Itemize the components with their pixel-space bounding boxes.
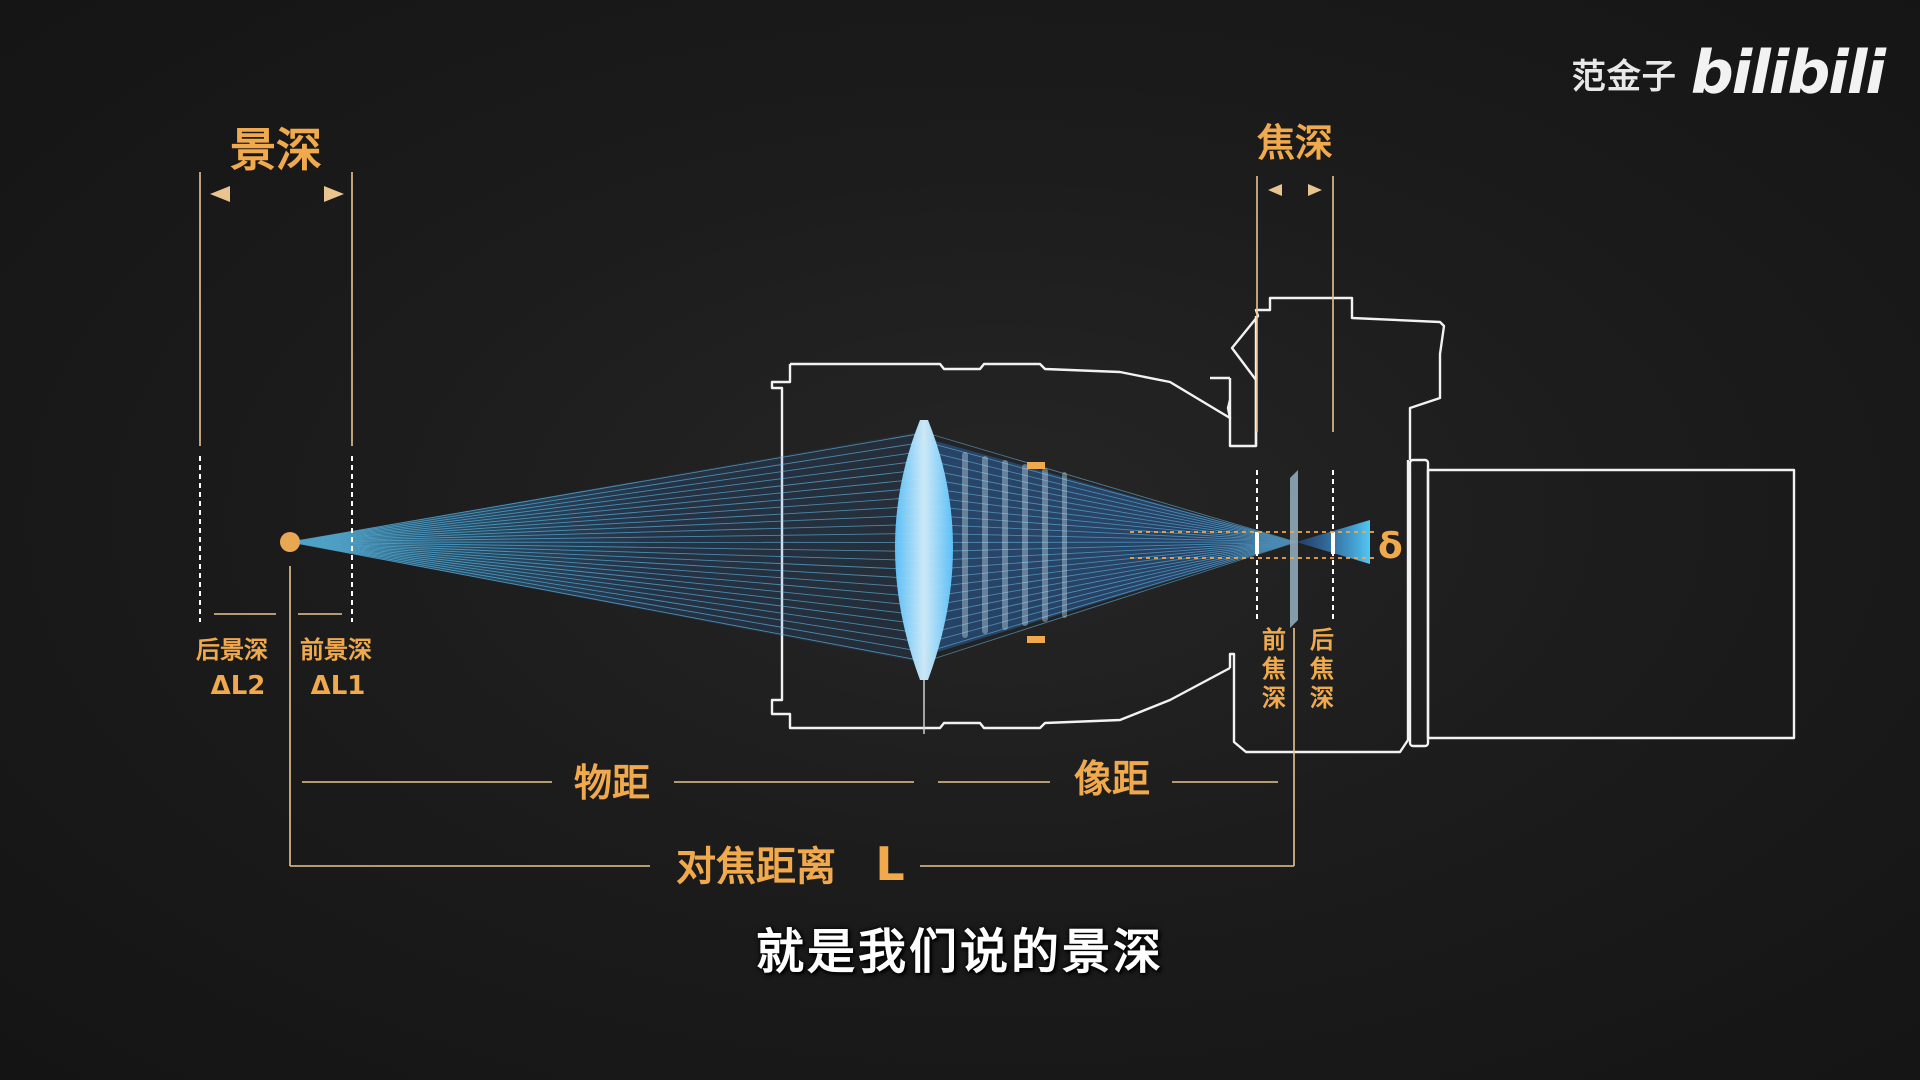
light-ray	[929, 496, 1297, 543]
aperture-blade-top	[1027, 462, 1045, 469]
svg-text:深: 深	[1310, 684, 1334, 712]
focus-distance-symbol: L	[875, 837, 904, 891]
light-ray	[289, 541, 919, 580]
light-ray	[289, 523, 919, 543]
depth-of-focus-label: 焦深	[1257, 121, 1333, 165]
light-ray	[929, 541, 1297, 616]
light-ray	[289, 541, 919, 571]
light-ray	[929, 460, 1297, 543]
light-ray	[929, 505, 1297, 543]
light-ray	[289, 541, 919, 634]
lens-element	[895, 420, 953, 734]
depth-of-field-bracket	[199, 172, 353, 446]
camera-body-outline	[770, 296, 1796, 754]
image-distance-label: 像距	[1074, 757, 1150, 801]
light-ray	[929, 532, 1297, 543]
light-ray	[289, 487, 919, 543]
focus-distance-label: 对焦距离	[676, 844, 836, 890]
light-ray	[929, 541, 1297, 589]
depth-of-field-label: 景深	[230, 123, 322, 177]
light-ray	[289, 478, 919, 543]
author-name: 范金子	[1571, 56, 1677, 97]
light-ray	[289, 541, 919, 625]
light-ray	[289, 505, 919, 543]
watermark: 范金子 bilibili	[1571, 38, 1886, 108]
light-ray	[289, 541, 919, 652]
svg-text:焦: 焦	[1310, 655, 1334, 683]
light-ray	[289, 541, 919, 607]
light-ray	[929, 541, 1297, 580]
front-dof-label: 前景深	[300, 636, 372, 664]
subject-point	[280, 532, 300, 552]
light-ray	[289, 541, 919, 562]
diffraction-fringes	[962, 452, 1067, 638]
arrow-right-icon	[1308, 184, 1322, 196]
light-ray	[929, 442, 1297, 543]
light-ray	[929, 469, 1297, 543]
incoming-light-cone	[289, 432, 919, 662]
light-ray	[289, 442, 919, 543]
arrow-right-icon	[324, 186, 344, 202]
front-dof-symbol: ΔL1	[311, 671, 366, 701]
light-ray	[289, 541, 919, 661]
rear-dof-symbol: ΔL2	[211, 671, 266, 701]
light-ray	[289, 451, 919, 543]
svg-text:后: 后	[1310, 626, 1334, 654]
light-ray	[929, 541, 1297, 652]
light-ray	[289, 541, 919, 589]
sensor-plane	[1290, 470, 1298, 628]
light-ray	[289, 433, 919, 543]
outgoing-light-cone	[918, 433, 1370, 661]
light-ray	[929, 433, 1297, 543]
focus-distance-bracket	[289, 566, 1295, 867]
arrow-left-icon	[210, 186, 230, 202]
rear-dof-label: 后景深	[196, 636, 268, 664]
light-ray	[289, 514, 919, 543]
object-distance-label: 物距	[574, 761, 650, 805]
light-ray	[929, 541, 1297, 562]
light-ray	[289, 541, 919, 616]
svg-text:前: 前	[1262, 626, 1286, 654]
arrow-left-icon	[1268, 184, 1282, 196]
light-ray	[929, 541, 1297, 552]
light-ray	[289, 541, 919, 552]
light-ray	[929, 487, 1297, 543]
light-ray	[289, 541, 919, 598]
svg-text:焦: 焦	[1262, 655, 1286, 683]
light-ray	[929, 541, 1297, 571]
light-ray	[929, 541, 1297, 661]
front-focus-depth-label: 前 焦 深	[1262, 626, 1286, 712]
light-ray	[929, 541, 1297, 598]
dof-limit-markers	[199, 456, 353, 622]
light-ray	[929, 523, 1297, 543]
light-ray	[929, 541, 1297, 625]
light-ray	[289, 469, 919, 543]
coc-guide-lines	[1130, 531, 1378, 559]
subtitle-caption: 就是我们说的景深	[755, 924, 1164, 980]
rear-focus-depth-label: 后 焦 深	[1310, 626, 1334, 712]
aperture-blade-bottom	[1027, 636, 1045, 643]
light-ray	[289, 541, 919, 643]
depth-of-focus-bracket	[1256, 176, 1334, 432]
light-ray	[289, 496, 919, 543]
light-ray	[929, 514, 1297, 543]
light-ray	[289, 460, 919, 543]
bilibili-logo: bilibili	[1690, 38, 1886, 108]
svg-text:深: 深	[1262, 684, 1286, 712]
light-ray	[289, 532, 919, 543]
light-ray	[929, 451, 1297, 543]
delta-symbol: δ	[1378, 526, 1403, 567]
light-ray	[929, 541, 1297, 607]
